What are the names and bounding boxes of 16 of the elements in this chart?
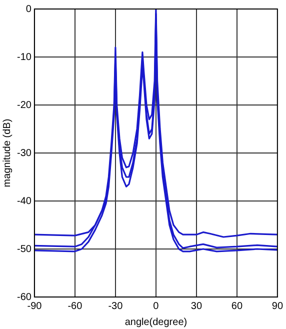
y-tick-label: -50 (17, 244, 32, 255)
y-tick-label: -30 (17, 148, 32, 159)
y-tick-label: -60 (17, 292, 32, 303)
x-tick-label: 30 (190, 300, 202, 312)
x-axis-title: angle(degree) (124, 316, 188, 328)
x-tick-label: 90 (272, 300, 284, 312)
y-tick-label: 0 (26, 4, 32, 15)
x-tick-label: -30 (108, 300, 124, 312)
y-tick-label: -40 (17, 196, 32, 207)
y-tick-label: -20 (17, 100, 32, 111)
y-tick-label: -10 (17, 52, 32, 63)
y-axis-title: magnitude (dB) (2, 118, 13, 188)
x-tick-label: -60 (68, 300, 83, 312)
x-tick-label: 60 (231, 300, 243, 312)
x-tick-label: -90 (27, 300, 42, 312)
x-tick-label: 0 (153, 300, 160, 312)
